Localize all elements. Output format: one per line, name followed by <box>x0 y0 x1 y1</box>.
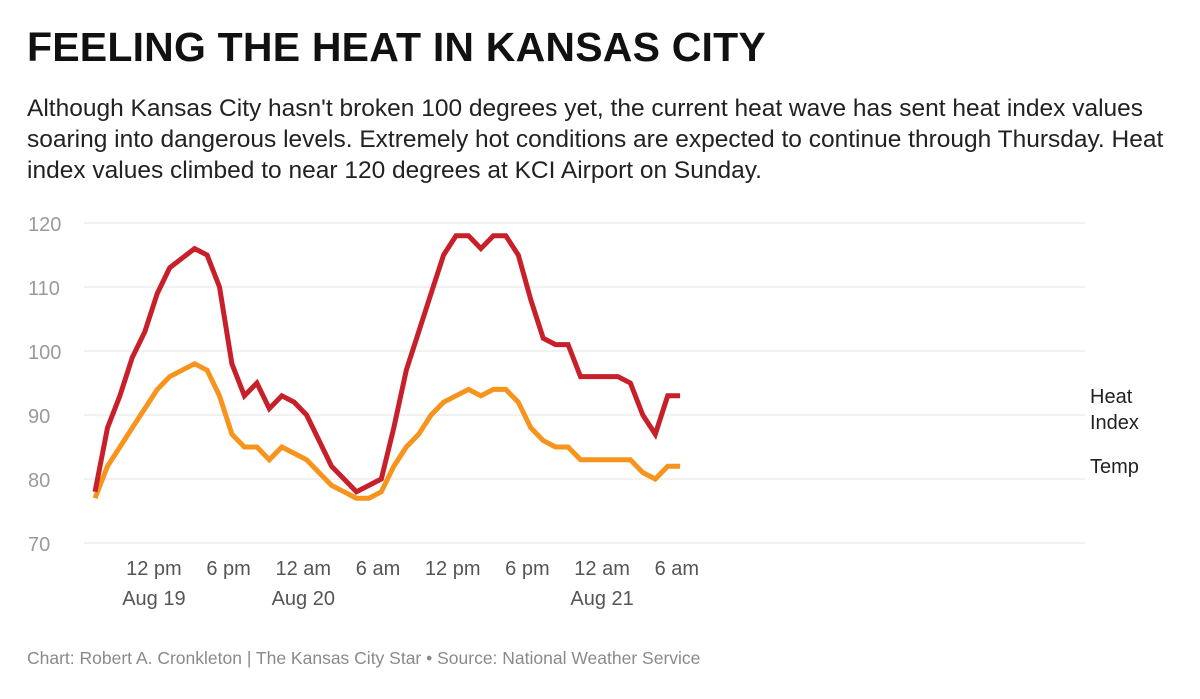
series-label: Temp <box>1090 456 1139 478</box>
y-tick-label: 120 <box>28 214 61 236</box>
chart-description: Although Kansas City hasn't broken 100 d… <box>27 95 1164 184</box>
y-tick-label: 100 <box>28 342 61 364</box>
y-tick-label: 90 <box>28 406 50 428</box>
temp-line <box>92 360 681 501</box>
heat-index-line <box>92 233 681 495</box>
chart-credit: Chart: Robert A. Cronkleton | The Kansas… <box>27 648 701 668</box>
x-tick-sublabel: Aug 19 <box>122 588 185 610</box>
x-tick-label: 6 am <box>356 558 400 580</box>
x-tick-label: 6 pm <box>505 558 549 580</box>
line-chart: 70 80 90 100 110 120 12 pm Aug 19 6 pm 12 am Aug 2… <box>28 214 1139 610</box>
y-tick-label: 80 <box>28 470 50 492</box>
x-tick-label: 12 pm <box>126 558 182 580</box>
chart-title: FEELING THE HEAT IN KANSAS CITY <box>27 24 766 70</box>
x-tick-sublabel: Aug 21 <box>570 588 633 610</box>
series-label: Index <box>1090 412 1139 434</box>
x-tick-label: 12 pm <box>425 558 481 580</box>
x-tick-label: 12 am <box>574 558 630 580</box>
x-tick-label: 12 am <box>276 558 332 580</box>
series-label: Heat <box>1090 386 1133 408</box>
y-tick-label: 70 <box>28 534 50 556</box>
y-tick-label: 110 <box>28 278 60 300</box>
x-tick-sublabel: Aug 20 <box>272 588 335 610</box>
x-tick-label: 6 pm <box>206 558 250 580</box>
x-tick-label: 6 am <box>655 558 699 580</box>
